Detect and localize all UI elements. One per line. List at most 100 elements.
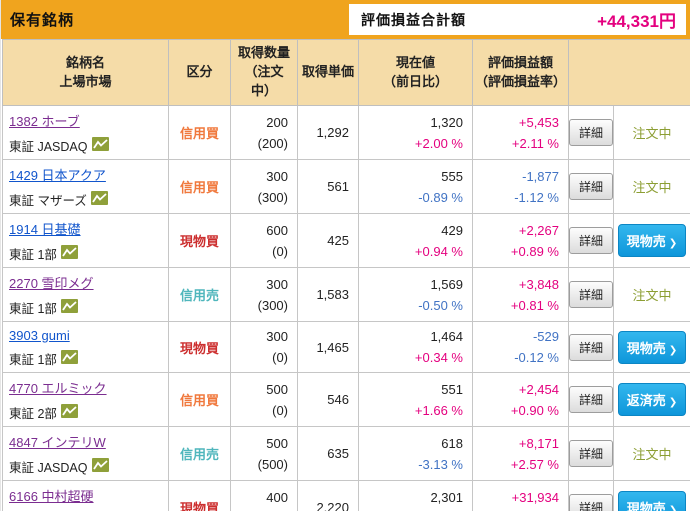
order-status-label: 注文中: [632, 288, 672, 303]
detail-button[interactable]: 詳細: [569, 333, 613, 361]
category-label: 信用売: [179, 447, 219, 462]
quantity-value: 300: [266, 168, 288, 184]
unit-price-cell: 2,220: [297, 480, 359, 511]
stock-link[interactable]: 1429 日本アクア: [9, 168, 106, 183]
action-cell: 注文中: [613, 159, 690, 214]
detail-cell: 詳細: [568, 321, 614, 373]
stock-name-cell: 1382 ホーブ 東証 JASDAQ: [2, 105, 169, 160]
pl-rate-value: +2.11 %: [511, 135, 559, 151]
pl-rate-value: -1.12 %: [514, 189, 559, 205]
market-label: 東証 1部: [9, 352, 57, 367]
detail-button[interactable]: 詳細: [569, 173, 613, 200]
pl-amount-value: +2,267: [518, 222, 559, 238]
current-price-value: 618: [441, 435, 463, 451]
holdings-table: 銘柄名 上場市場 区分 取得数量 （注文 中） 取得単価 現在値 （前日比） 評価損益額 （評価損益…: [2, 39, 690, 511]
table-row: 4847 インテリW 東証 JASDAQ 信用売 500 (500) 635 618 -3.1…: [2, 426, 690, 481]
stock-name-cell: 1429 日本アクア 東証 マザーズ: [2, 159, 169, 214]
current-price-value: 1,320: [430, 114, 463, 130]
stock-link[interactable]: 6166 中村超硬: [9, 489, 94, 504]
stock-link[interactable]: 3903 gumi: [9, 327, 70, 343]
pl-rate-value: +0.90 %: [510, 402, 559, 418]
category-label: 現物買: [179, 234, 219, 249]
column-header-category: 区分: [168, 39, 231, 106]
detail-button[interactable]: 詳細: [569, 386, 613, 413]
pl-cell: -529 -0.12 %: [472, 321, 569, 373]
chevron-right-icon: ❯: [668, 505, 678, 511]
quantity-cell: 200 (200): [230, 105, 298, 160]
quantity-value: 500: [266, 435, 288, 451]
pl-amount-value: -1,877: [522, 168, 559, 184]
table-header: 銘柄名 上場市場 区分 取得数量 （注文 中） 取得単価 現在値 （前日比） 評価損益額 （評価損益…: [2, 39, 690, 106]
sparkline-chart-icon[interactable]: [90, 191, 108, 208]
quantity-cell: 300 (300): [230, 159, 298, 214]
category-cell: 信用売: [168, 267, 231, 322]
stock-link[interactable]: 1914 日基礎: [9, 222, 81, 237]
market-line: 東証 マザーズ: [9, 190, 164, 209]
pl-cell: +5,453 +2.11 %: [472, 105, 569, 160]
sell-action-button[interactable]: 現物売 ❯: [618, 330, 686, 364]
pl-rate-value: +0.89 %: [510, 243, 559, 259]
sparkline-chart-icon[interactable]: [91, 458, 109, 475]
detail-button[interactable]: 詳細: [569, 227, 613, 254]
sell-action-label: 返済売: [626, 393, 666, 408]
pl-cell: +3,848 +0.81 %: [472, 267, 569, 322]
order-quantity-value: (300): [257, 189, 288, 205]
detail-button[interactable]: 詳細: [569, 281, 613, 308]
detail-cell: 詳細: [568, 105, 614, 160]
quantity-cell: 500 (0): [230, 372, 298, 427]
sell-action-button[interactable]: 現物売 ❯: [618, 491, 686, 511]
detail-button[interactable]: 詳細: [569, 440, 613, 467]
detail-button[interactable]: 詳細: [569, 119, 613, 146]
table-row: 6166 中村超硬東証 マザーズ現物買 400 (0) 2,220 2,301 0.00 …: [2, 480, 690, 511]
pl-cell: -1,877 -1.12 %: [472, 159, 569, 214]
current-price-cell: 429 +0.94 %: [358, 213, 473, 268]
quantity-value: 300: [266, 276, 288, 292]
column-header-actions: [568, 39, 690, 106]
sparkline-chart-icon[interactable]: [60, 404, 78, 421]
current-price-value: 551: [441, 381, 463, 397]
sell-action-button[interactable]: 返済売 ❯: [618, 383, 686, 416]
action-cell: 現物売 ❯: [613, 321, 690, 373]
market-line: 東証 JASDAQ: [9, 136, 164, 155]
market-line: 東証 1部: [9, 298, 164, 317]
detail-cell: 詳細: [568, 213, 614, 268]
stock-name-cell: 6166 中村超硬東証 マザーズ: [2, 480, 169, 511]
unit-price-value: 1,583: [316, 287, 349, 302]
market-line: 東証 1部: [9, 349, 164, 368]
current-price-value: 1,464: [430, 329, 463, 344]
unit-price-value: 561: [327, 179, 349, 194]
stock-link[interactable]: 4770 エルミック: [9, 381, 107, 396]
detail-cell: 詳細: [568, 159, 614, 214]
detail-cell: 詳細: [568, 267, 614, 322]
current-price-cell: 2,301 0.00 %: [358, 480, 473, 511]
stock-link[interactable]: 1382 ホーブ: [9, 114, 80, 129]
table-body: 1382 ホーブ 東証 JASDAQ 信用買 200 (200) 1,292 1,320 +2…: [2, 105, 690, 511]
market-label: 東証 JASDAQ: [9, 140, 88, 154]
pl-rate-value: -0.12 %: [514, 350, 559, 365]
unit-price-cell: 425: [297, 213, 359, 268]
sparkline-chart-icon[interactable]: [60, 299, 78, 316]
sparkline-chart-icon[interactable]: [60, 349, 78, 367]
sparkline-chart-icon[interactable]: [60, 245, 78, 262]
sparkline-chart-icon[interactable]: [91, 137, 109, 154]
stock-link[interactable]: 4847 インテリW: [9, 435, 106, 450]
category-cell: 現物買: [168, 480, 231, 511]
current-price-value: 555: [441, 168, 463, 184]
page-header: 保有銘柄 評価損益合計額 +44,331円: [1, 0, 690, 39]
column-header-pl: 評価損益額 （評価損益率）: [472, 39, 569, 106]
pl-amount-value: +8,171: [518, 435, 559, 451]
current-price-value: 429: [441, 222, 463, 238]
pl-amount-value: +3,848: [518, 276, 559, 292]
stock-link[interactable]: 2270 雪印メグ: [9, 276, 94, 291]
current-price-cell: 551 +1.66 %: [358, 372, 473, 427]
column-header-quantity: 取得数量 （注文 中）: [230, 39, 298, 106]
detail-button[interactable]: 詳細: [569, 494, 613, 511]
unit-price-value: 1,292: [316, 125, 349, 140]
market-label: 東証 マザーズ: [9, 194, 87, 208]
action-cell: 注文中: [613, 267, 690, 322]
category-cell: 信用買: [168, 159, 231, 214]
quantity-cell: 300 (0): [230, 321, 298, 373]
order-quantity-value: (0): [272, 350, 288, 365]
sell-action-button[interactable]: 現物売 ❯: [618, 224, 686, 257]
